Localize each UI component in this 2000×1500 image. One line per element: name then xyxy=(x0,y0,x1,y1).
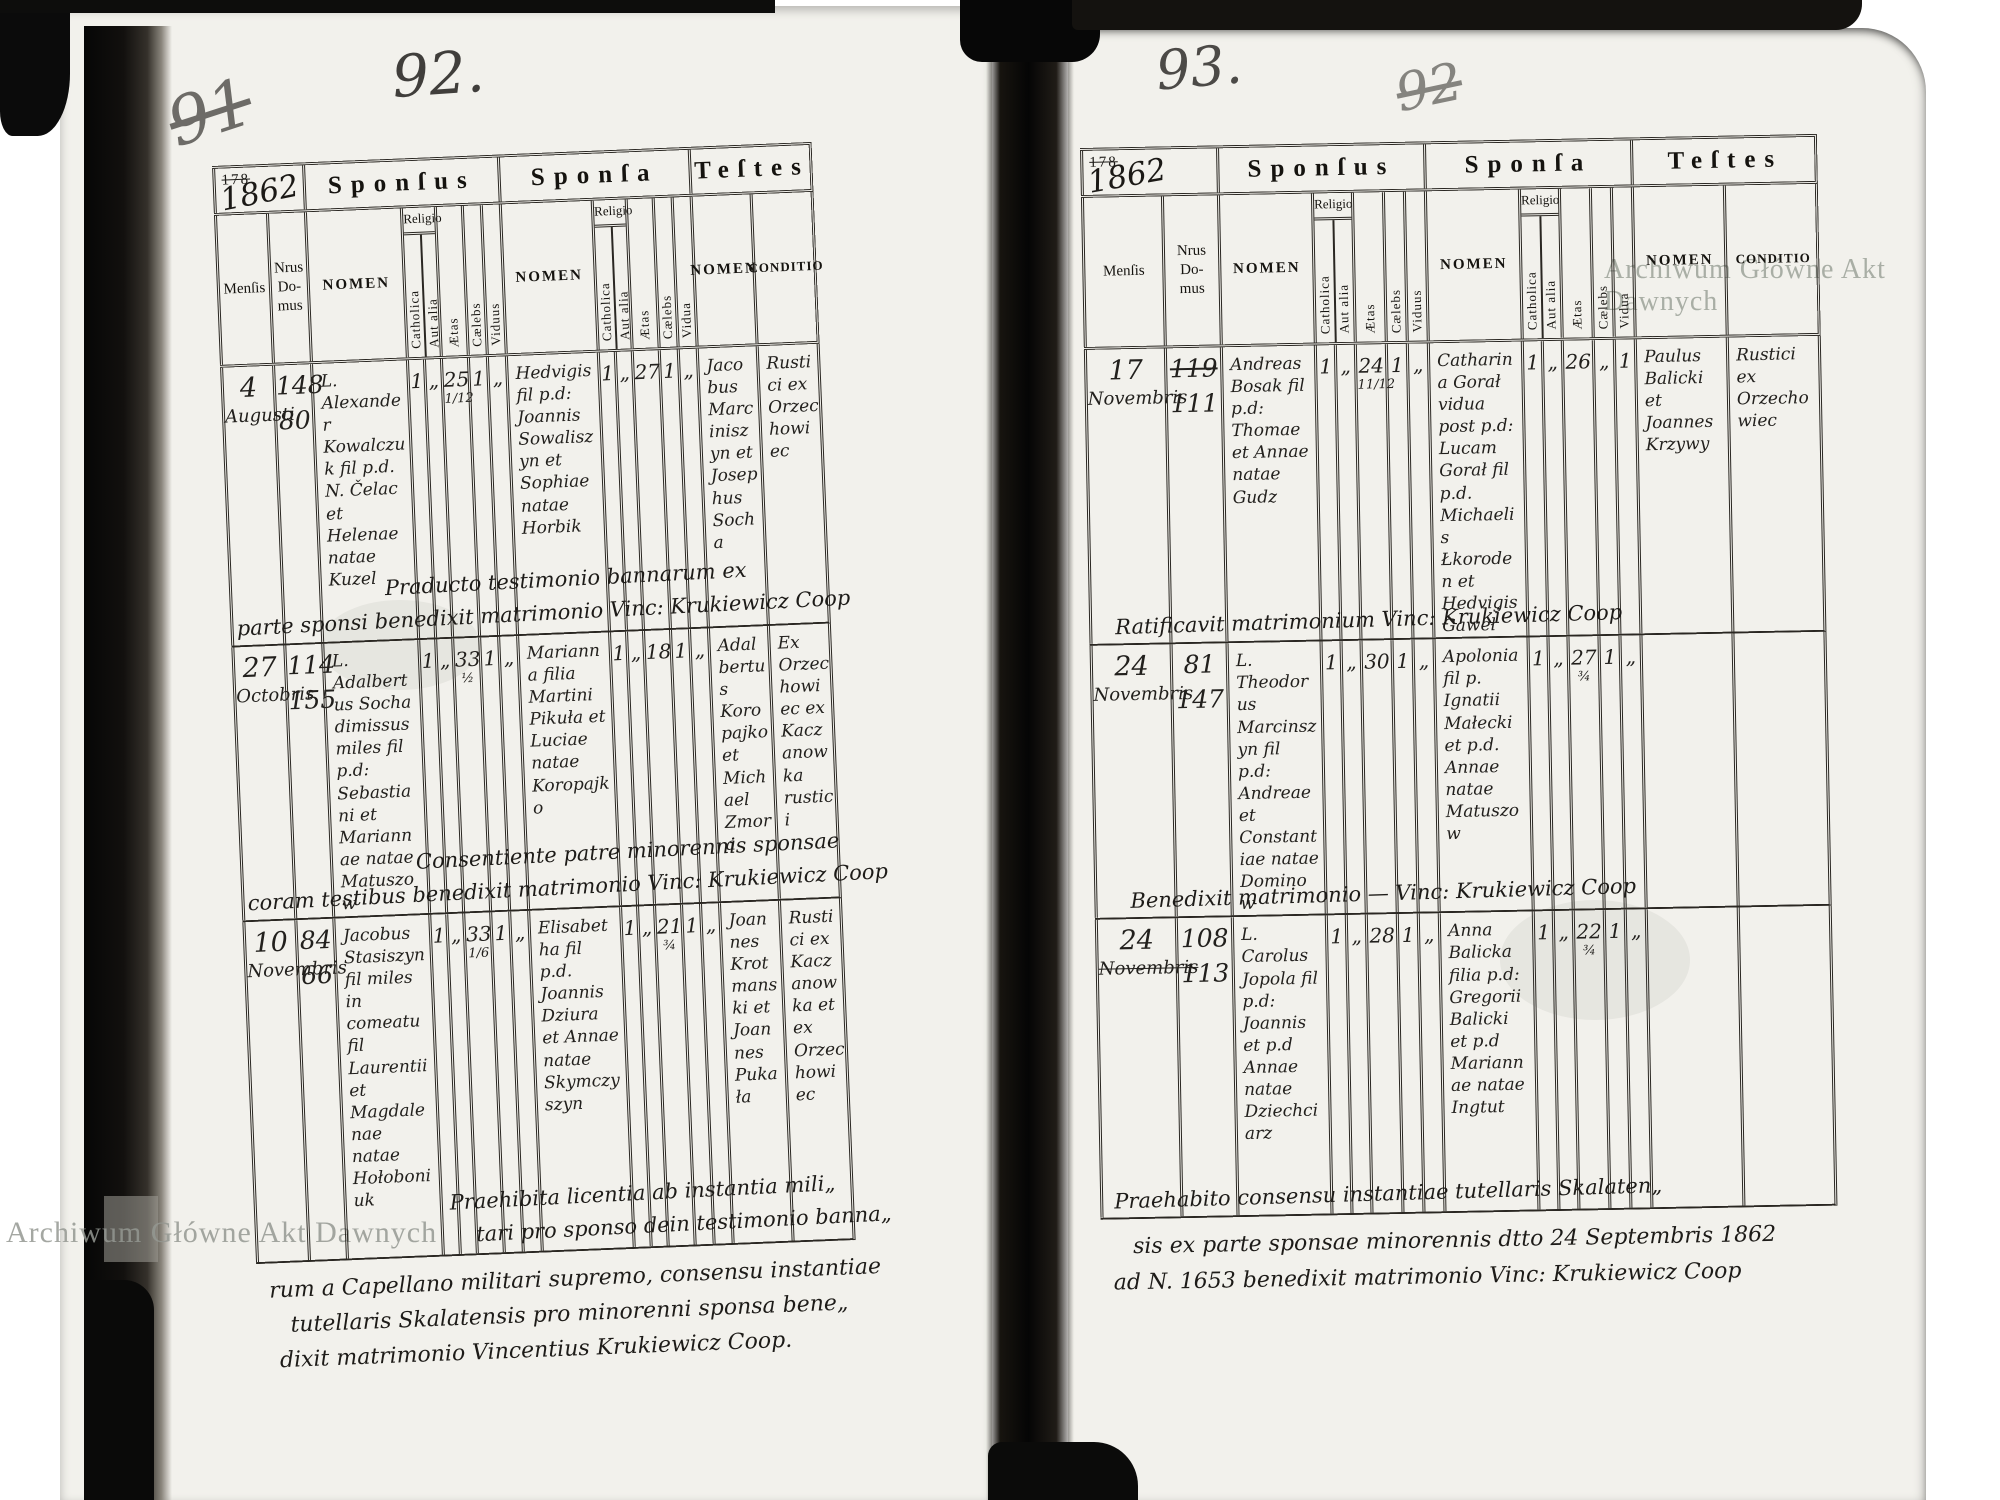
col-sponsa-religio: Religio Catholica Aut alia xyxy=(1517,188,1561,339)
year-box: 178 1862 xyxy=(212,165,304,218)
mensis-cell: 24 Novembris xyxy=(1094,918,1199,1219)
col-aut-alia: Aut alia xyxy=(1538,215,1561,339)
house-number-cell: 119 111 xyxy=(1163,347,1226,643)
column-header-row: Menſis Nrus Do- mus NOMEN Religio Cathol… xyxy=(214,191,824,368)
sponsus-nomen-cell: L. Theodorus Marcinszyn fil p.d: Andreae… xyxy=(1225,641,1325,916)
sponsus-nomen-cell: L. Alexander Kowalczuk fil p.d. N. Čelac… xyxy=(310,360,418,643)
col-testes-nomen: NOMEN xyxy=(1630,185,1726,337)
sponsa-nomen-cell: Catharina Gorał vidua post p.d: Lucam Go… xyxy=(1426,341,1527,638)
sponsa-group-header: Sponſa xyxy=(496,149,690,202)
column-header-row: Menſis Nrus Do- mus NOMEN Religio Cathol… xyxy=(1080,183,1821,350)
sponsa-nomen-cell: Anna Balicka filia p.d: Gregorii Balicki… xyxy=(1437,911,1538,1212)
col-sponsa-nomen: NOMEN xyxy=(1423,189,1521,341)
sponsa-nomen-cell: Marianna filia Martini Pikuła et Luciae … xyxy=(516,632,619,909)
testes-group-header: Teſtes xyxy=(687,144,814,194)
col-nrus-domus: Nrus Do- mus xyxy=(265,212,310,363)
col-sponsus-caelebs: Cælebs xyxy=(1381,191,1406,342)
conditio-cell xyxy=(1736,906,1838,1206)
col-mensis: Menſis xyxy=(1080,196,1164,347)
paper-stain xyxy=(1500,900,1690,1020)
col-sponsa-aetas: Ætas xyxy=(1557,188,1592,338)
col-mensis: Menſis xyxy=(214,213,272,365)
house-number-cell: 108 113 xyxy=(1174,917,1237,1217)
register-entry: 27 Octobris 114 155 L. Adalbertus Socha … xyxy=(231,623,888,923)
testes-nomen-cell xyxy=(1639,633,1737,908)
sponsa-nomen-cell: Elisabetha fil p.d. Joannis Dziura et An… xyxy=(527,907,633,1251)
marriage-register-table-right: 178 1862 Sponſus Sponſa Teſtes Menſis Nr… xyxy=(1080,133,1839,1301)
left-page-paper xyxy=(60,6,992,1500)
testes-group-header: Teſtes xyxy=(1629,136,1818,185)
col-nrus-domus: Nrus Do- mus xyxy=(1160,195,1220,346)
conditio-cell: Ex Orzechowiec ex Kaczanowka rustici xyxy=(766,623,842,899)
scan-edge xyxy=(0,0,775,13)
col-aut-alia: Aut alia xyxy=(1331,219,1354,343)
book-spine-edge xyxy=(84,26,172,1500)
testes-nomen-cell xyxy=(1644,907,1743,1208)
sponsus-nomen-cell: Andreas Bosak fil p.d: Thomae et Annae n… xyxy=(1219,345,1320,642)
marriage-register-table-left: 178 1862 Sponſus Sponſa Teſtes Menſis Nr… xyxy=(212,141,892,1380)
col-sponsa-nomen: NOMEN xyxy=(498,200,597,354)
conditio-cell: Rustici ex Kaczanowka et ex Orzechowiec xyxy=(777,898,856,1241)
page-top-edge xyxy=(1072,0,1862,30)
col-sponsa-vidua: Vidua xyxy=(1609,187,1634,337)
col-sponsus-nomen: NOMEN xyxy=(303,208,406,362)
sponsus-group-header: Sponſus xyxy=(302,157,499,210)
col-sponsus-viduus: Viduus xyxy=(1402,191,1427,341)
scan-corner-shadow xyxy=(0,0,70,136)
register-entry: 10 Novembris 84 66 Jacobus Stasiszyn fil… xyxy=(242,898,892,1265)
col-sponsus-aetas: Ætas xyxy=(1350,192,1385,342)
sponsus-group-header: Sponſus xyxy=(1216,144,1424,193)
sponsa-nomen-cell: Apolonia fil p. Ignatii Małecki et p.d. … xyxy=(1432,637,1532,912)
watermark-box xyxy=(104,1196,158,1262)
register-entry: 17 Novembris 119 111 Andreas Bosak fil p… xyxy=(1083,335,1827,647)
book-gutter xyxy=(986,0,1074,1500)
testes-nomen-cell: Paulus Balicki et Joannes Krzywy xyxy=(1633,337,1732,634)
sponsa-group-header: Sponſa xyxy=(1422,140,1631,189)
sponsus-nomen-cell: Jacobus Stasiszyn fil miles in comeatu f… xyxy=(332,914,442,1259)
year-box: 178 1862 xyxy=(1080,148,1217,201)
sponsa-nomen-cell: Hedvigis fil p.d: Joannis Sowaliszyn et … xyxy=(504,352,608,635)
conditio-cell xyxy=(1731,631,1832,906)
sponsa-aetas-cell: 27 ¾ xyxy=(1566,636,1603,910)
paper-stain xyxy=(320,600,480,690)
col-sponsus-religio: Religio Catholica Aut alia xyxy=(1310,192,1354,343)
house-number-cell: 81 147 xyxy=(1169,643,1231,917)
mensis-cell: 17 Novembris xyxy=(1083,348,1188,645)
page-number-right: 93. xyxy=(1153,32,1245,103)
book-gutter-bottom xyxy=(988,1442,1138,1500)
sponsus-nomen-cell: L. Adalbertus Socha dimissus miles fil p… xyxy=(321,640,429,917)
col-sponsa-caelebs: Cælebs xyxy=(1588,187,1613,338)
right-page-paper xyxy=(1068,28,1926,1500)
overflow-note: rum a Capellano militari supremo, consen… xyxy=(268,1254,882,1374)
testes-nomen-cell: Adalbertus Koropajko et Michael Zmora xyxy=(706,626,778,902)
sponsus-nomen-cell: L. Carolus Jopola fil p.d: Joannis et p.… xyxy=(1230,915,1331,1216)
conditio-cell: Rustici ex Orzechowiec xyxy=(1725,335,1827,632)
testes-nomen-cell: Jacobus Marciniszyn et Josephus Socha xyxy=(695,346,767,627)
col-conditio: CONDITIO xyxy=(1722,183,1821,335)
conditio-cell: Rustici ex Orzechowiec xyxy=(755,343,831,625)
overflow-note: sis ex parte sponsae minorennis dtto 24 … xyxy=(1113,1222,1777,1296)
register-entry: 24 Novembris 81 147 L. Theodorus Marcins… xyxy=(1089,631,1832,921)
register-entry: 24 Novembris 108 113 L. Carolus Jopola f… xyxy=(1094,906,1838,1221)
page-number-left: 92. xyxy=(389,36,487,112)
mensis-cell: 24 Novembris xyxy=(1089,644,1193,919)
col-testes-nomen: NOMEN xyxy=(689,194,758,346)
book-spine-shadow xyxy=(84,1280,154,1500)
col-conditio: CONDITIO xyxy=(748,191,824,344)
register-entry: 4 Augusti 148 80 L. Alexander Kowalczuk … xyxy=(220,343,851,648)
col-sponsus-nomen: NOMEN xyxy=(1216,193,1314,345)
